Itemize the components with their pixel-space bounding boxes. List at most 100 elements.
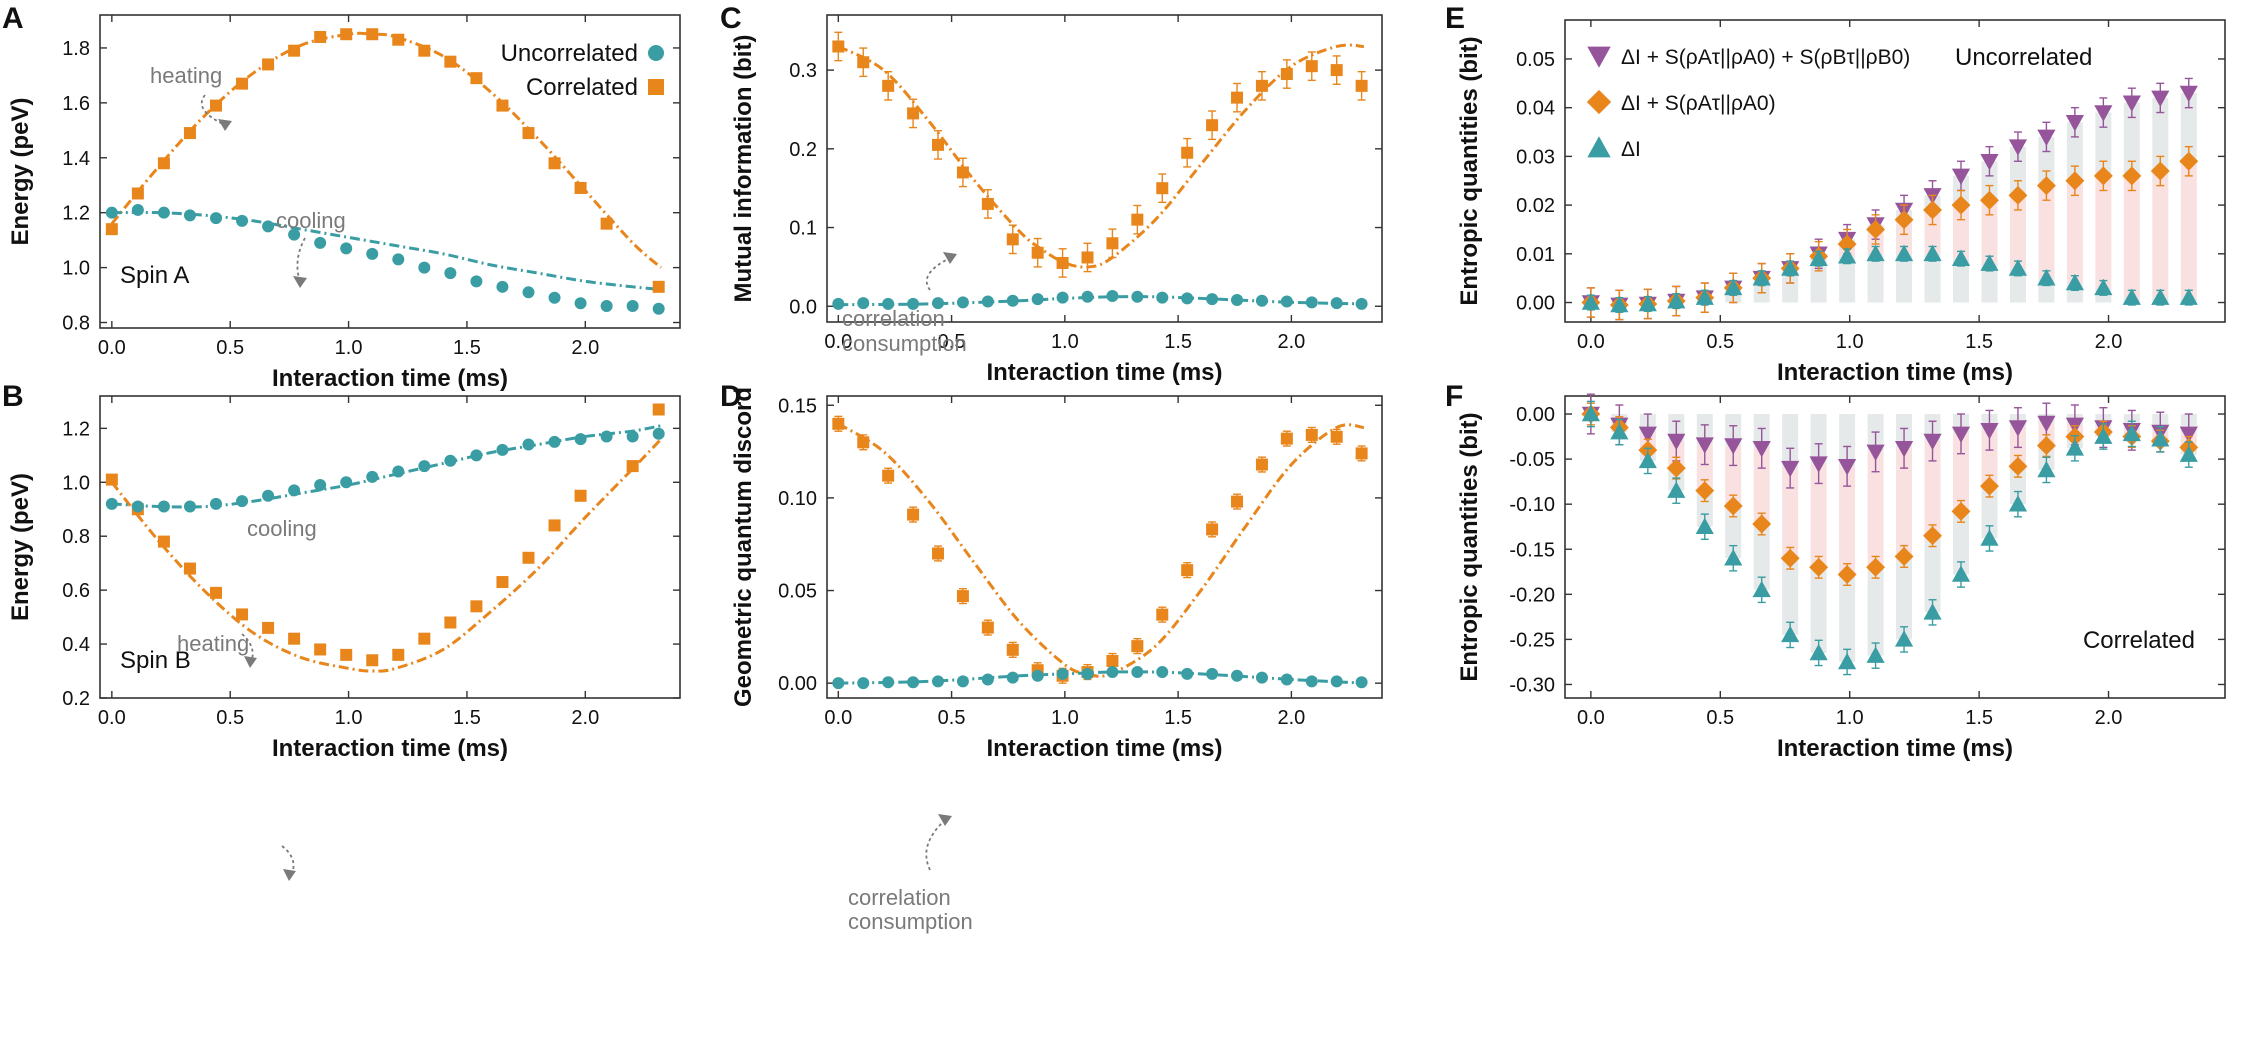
- data-point: [956, 166, 969, 179]
- data-point: [2122, 288, 2141, 305]
- y-tick-label: 0.00: [778, 673, 817, 695]
- data-point: [1156, 608, 1169, 621]
- data-point: [626, 300, 639, 313]
- x-tick-label: 0.5: [938, 331, 966, 353]
- x-tick-label: 1.0: [1051, 707, 1079, 729]
- data-point: [2008, 495, 2028, 512]
- x-tick-label: 1.0: [1836, 331, 1864, 353]
- data-point: [2065, 273, 2084, 291]
- data-point: [857, 297, 870, 310]
- y-axis-label: Geometric quantum discord: [730, 387, 757, 707]
- data-point: [574, 297, 587, 310]
- y-axis-label: Energy (peV): [7, 473, 34, 621]
- plot-frame: [1564, 395, 2226, 699]
- data-point: [2008, 420, 2028, 437]
- shade-bar: [1839, 414, 1856, 467]
- y-tick-label: -0.20: [1509, 584, 1555, 606]
- panel-letter: F: [1445, 380, 1463, 413]
- data-point: [1695, 437, 1714, 454]
- data-point: [2122, 95, 2141, 112]
- data-point: [1838, 652, 1857, 670]
- data-point: [131, 187, 144, 200]
- shade-bar: [1782, 268, 1799, 303]
- data-point: [1231, 495, 1244, 508]
- data-point: [1951, 565, 1971, 582]
- legend-label: Uncorrelated: [501, 40, 638, 67]
- data-point: [2008, 185, 2028, 205]
- data-point: [981, 673, 994, 686]
- data-point: [418, 44, 431, 57]
- data-point: [314, 30, 327, 43]
- legend-label: ΔI: [1621, 138, 1641, 161]
- data-point: [548, 291, 561, 304]
- data-point: [2065, 171, 2085, 191]
- plot-frame: [826, 395, 1383, 699]
- annotation-text: heating: [150, 63, 222, 88]
- data-point: [1638, 294, 1657, 312]
- data-point: [1106, 666, 1119, 679]
- x-tick-label: 2.0: [571, 337, 599, 359]
- data-point: [1667, 481, 1686, 498]
- data-point: [1610, 295, 1629, 313]
- data-point: [522, 551, 535, 564]
- data-point: [882, 79, 895, 92]
- data-point: [1081, 667, 1094, 680]
- panel-letter: E: [1445, 2, 1465, 35]
- data-point: [131, 500, 144, 513]
- data-point: [210, 99, 222, 112]
- data-point: [2151, 288, 2170, 305]
- data-point: [288, 632, 301, 645]
- y-tick-label: 0.8: [62, 313, 90, 335]
- data-point: [1781, 460, 1800, 478]
- data-point: [907, 107, 920, 120]
- data-point: [857, 677, 870, 690]
- panel-letter: D: [720, 380, 742, 413]
- plot-frame: [826, 14, 1383, 323]
- data-point: [1181, 564, 1194, 577]
- x-tick-label: 0.5: [938, 707, 966, 729]
- data-point: [2122, 166, 2142, 186]
- y-tick-label: 0.1: [789, 218, 817, 240]
- shade-bar: [1981, 161, 1998, 201]
- data-point: [1894, 244, 1914, 262]
- data-point: [288, 484, 301, 497]
- shade-bar: [1810, 258, 1827, 303]
- data-point: [2179, 85, 2198, 103]
- y-tick-label: -0.25: [1509, 629, 1555, 651]
- x-tick-label: 0.0: [98, 337, 126, 359]
- data-point: [600, 430, 613, 443]
- data-point: [2065, 115, 2084, 132]
- data-point: [157, 535, 170, 548]
- shade-bar: [2038, 185, 2055, 279]
- data-point: [1752, 514, 1772, 534]
- data-point: [444, 267, 457, 280]
- data-point: [1031, 246, 1044, 259]
- data-point: [1330, 675, 1343, 688]
- data-point: [981, 621, 994, 634]
- data-point: [236, 495, 249, 508]
- x-tick-label: 1.5: [1965, 707, 1993, 729]
- y-tick-label: -0.15: [1509, 539, 1555, 561]
- data-point: [1255, 294, 1268, 307]
- panel-a: A 0.0 0.5 1.0 1.5 2.0 0.8 1.0 1.2 1.4 1.6 1.8 Intera…: [2, 2, 681, 392]
- data-point: [392, 253, 405, 266]
- shade-bar: [2009, 466, 2026, 505]
- data-point: [1894, 441, 1914, 458]
- data-point: [882, 469, 895, 482]
- data-point: [1206, 293, 1219, 306]
- data-point: [2036, 436, 2056, 456]
- shade-bar: [1810, 414, 1827, 464]
- shade-bar: [1810, 567, 1827, 653]
- x-tick-label: 1.0: [335, 337, 363, 359]
- data-point: [392, 648, 405, 661]
- data-point: [1695, 517, 1714, 534]
- data-point: [1923, 433, 1942, 451]
- shade-bar: [1810, 463, 1827, 568]
- y-tick-label: 0.2: [789, 139, 817, 161]
- data-point: [548, 157, 561, 170]
- data-point: [1980, 529, 1999, 546]
- data-point: [1638, 451, 1657, 469]
- y-tick-label: 1.8: [62, 38, 90, 60]
- data-point: [1206, 523, 1219, 536]
- panel-inner-label: Spin B: [120, 647, 191, 674]
